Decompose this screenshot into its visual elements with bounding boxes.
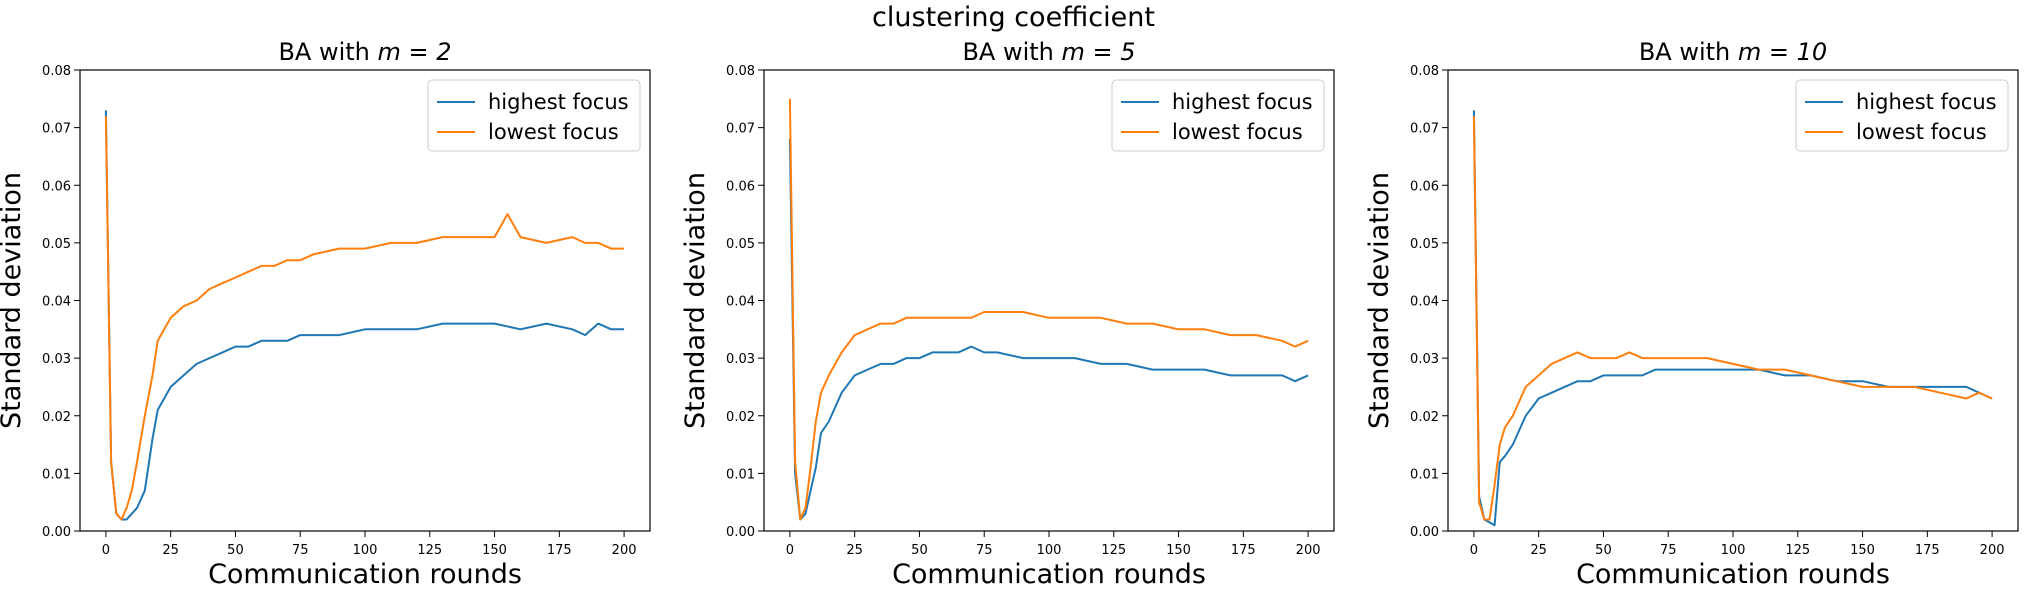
- x-tick-label: 150: [482, 543, 507, 558]
- y-tick-label: 0.01: [42, 467, 71, 482]
- y-tick-label: 0.08: [726, 64, 755, 79]
- legend-label: lowest focus: [1856, 120, 1987, 144]
- x-tick-label: 75: [976, 543, 993, 558]
- x-axis-label: Communication rounds: [892, 559, 1206, 590]
- legend: highest focus lowest focus: [427, 79, 641, 152]
- x-tick-label: 150: [1850, 543, 1875, 558]
- subplot-ba-m10: BA with m = 10 0 25 50 75 100 125 150 175 200 0.00…: [1364, 38, 2019, 590]
- x-tick-label: 200: [1296, 543, 1321, 558]
- x-tick-label: 75: [1660, 543, 1677, 558]
- y-tick-label: 0.03: [1410, 352, 1439, 367]
- x-tick-label: 100: [353, 543, 378, 558]
- x-tick-label: 200: [612, 543, 637, 558]
- legend: highest focus lowest focus: [1111, 79, 1325, 152]
- x-tick-label: 175: [1915, 543, 1940, 558]
- y-tick-label: 0.04: [42, 295, 71, 310]
- y-tick-label: 0.06: [42, 179, 71, 194]
- y-tick-label: 0.03: [726, 352, 755, 367]
- x-tick-label: 125: [417, 543, 442, 558]
- x-axis-label: Communication rounds: [1576, 559, 1890, 590]
- subplot-ba-m2: BA with m = 2 0 25 50 75 100 125 150 175 200 0.00 0…: [0, 38, 651, 590]
- y-tick-label: 0.02: [726, 410, 755, 425]
- x-axis-label: Communication rounds: [208, 559, 522, 590]
- subplot-title: BA with m = 10: [1639, 38, 1827, 66]
- x-tick-label: 0: [1470, 543, 1478, 558]
- y-tick-label: 0.07: [42, 122, 71, 137]
- y-tick-label: 0.07: [1410, 122, 1439, 137]
- x-tick-label: 0: [102, 543, 110, 558]
- x-tick-label: 125: [1101, 543, 1126, 558]
- legend-label: highest focus: [1856, 90, 1997, 114]
- y-axis-label: Standard deviation: [0, 172, 27, 429]
- series-line-highest-focus: [788, 139, 1309, 521]
- y-tick-label: 0.05: [1410, 237, 1439, 252]
- x-tick-label: 50: [227, 543, 244, 558]
- legend-box: [1795, 79, 2009, 152]
- subplot-ba-m5: BA with m = 5 0 25 50 75 100 125 150 175 200 0.00 0…: [680, 38, 1335, 590]
- x-tick-label: 175: [547, 543, 572, 558]
- x-tick-label: 0: [786, 543, 794, 558]
- legend-box: [427, 79, 641, 152]
- legend: highest focus lowest focus: [1795, 79, 2009, 152]
- y-tick-label: 0.03: [42, 352, 71, 367]
- y-tick-label: 0.00: [1410, 525, 1439, 540]
- y-tick-label: 0.00: [42, 525, 71, 540]
- subplot-title: BA with m = 2: [278, 38, 451, 66]
- x-tick-label: 25: [162, 543, 179, 558]
- x-tick-label: 25: [846, 543, 863, 558]
- legend-label: highest focus: [1172, 90, 1313, 114]
- y-tick-label: 0.08: [42, 64, 71, 79]
- y-axis-label: Standard deviation: [1364, 172, 1395, 429]
- x-tick-label: 150: [1166, 543, 1191, 558]
- y-tick-label: 0.02: [42, 410, 71, 425]
- y-tick-label: 0.08: [1410, 64, 1439, 79]
- y-tick-label: 0.02: [1410, 410, 1439, 425]
- y-axis-label: Standard deviation: [680, 172, 711, 429]
- legend-label: lowest focus: [488, 120, 619, 144]
- x-tick-label: 100: [1721, 543, 1746, 558]
- x-tick-label: 25: [1530, 543, 1547, 558]
- y-tick-label: 0.01: [1410, 467, 1439, 482]
- x-tick-label: 75: [292, 543, 309, 558]
- series-line-highest-focus: [104, 110, 625, 521]
- y-tick-label: 0.05: [726, 237, 755, 252]
- x-tick-label: 50: [911, 543, 928, 558]
- legend-label: lowest focus: [1172, 120, 1303, 144]
- y-tick-label: 0.00: [726, 525, 755, 540]
- x-tick-label: 100: [1037, 543, 1062, 558]
- y-tick-label: 0.04: [726, 295, 755, 310]
- series-line-highest-focus: [1472, 110, 1993, 527]
- x-tick-label: 125: [1785, 543, 1810, 558]
- x-tick-label: 50: [1595, 543, 1612, 558]
- series-line-lowest-focus: [104, 116, 625, 521]
- x-tick-label: 200: [1980, 543, 2005, 558]
- x-tick-label: 175: [1231, 543, 1256, 558]
- figure-suptitle: clustering coefficient: [872, 2, 1155, 33]
- y-tick-label: 0.01: [726, 467, 755, 482]
- series-line-lowest-focus: [788, 98, 1309, 521]
- subplot-title: BA with m = 5: [962, 38, 1135, 66]
- y-tick-label: 0.06: [726, 179, 755, 194]
- series-line-lowest-focus: [1472, 116, 1993, 521]
- legend-box: [1111, 79, 1325, 152]
- y-tick-label: 0.06: [1410, 179, 1439, 194]
- y-tick-label: 0.05: [42, 237, 71, 252]
- y-tick-label: 0.04: [1410, 295, 1439, 310]
- legend-label: highest focus: [488, 90, 629, 114]
- y-tick-label: 0.07: [726, 122, 755, 137]
